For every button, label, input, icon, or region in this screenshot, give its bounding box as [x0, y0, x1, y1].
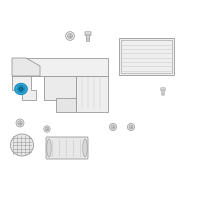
FancyBboxPatch shape [12, 58, 108, 76]
FancyBboxPatch shape [161, 88, 165, 91]
Circle shape [68, 34, 72, 38]
Circle shape [66, 32, 74, 40]
Ellipse shape [17, 85, 25, 93]
Polygon shape [44, 76, 76, 100]
Circle shape [45, 127, 49, 131]
FancyBboxPatch shape [162, 90, 164, 95]
Circle shape [111, 125, 115, 129]
FancyBboxPatch shape [56, 98, 76, 112]
Ellipse shape [15, 83, 27, 94]
Ellipse shape [10, 134, 34, 156]
Circle shape [16, 119, 24, 127]
Circle shape [127, 123, 135, 131]
Ellipse shape [83, 139, 87, 157]
Circle shape [44, 126, 50, 132]
Ellipse shape [47, 139, 51, 157]
FancyBboxPatch shape [46, 137, 88, 159]
Polygon shape [12, 58, 40, 76]
Circle shape [109, 123, 117, 131]
Circle shape [19, 87, 23, 91]
FancyBboxPatch shape [85, 32, 91, 35]
Polygon shape [12, 64, 36, 100]
Circle shape [18, 121, 22, 125]
FancyBboxPatch shape [119, 38, 174, 75]
FancyBboxPatch shape [86, 35, 90, 41]
Circle shape [129, 125, 133, 129]
Polygon shape [76, 76, 108, 112]
